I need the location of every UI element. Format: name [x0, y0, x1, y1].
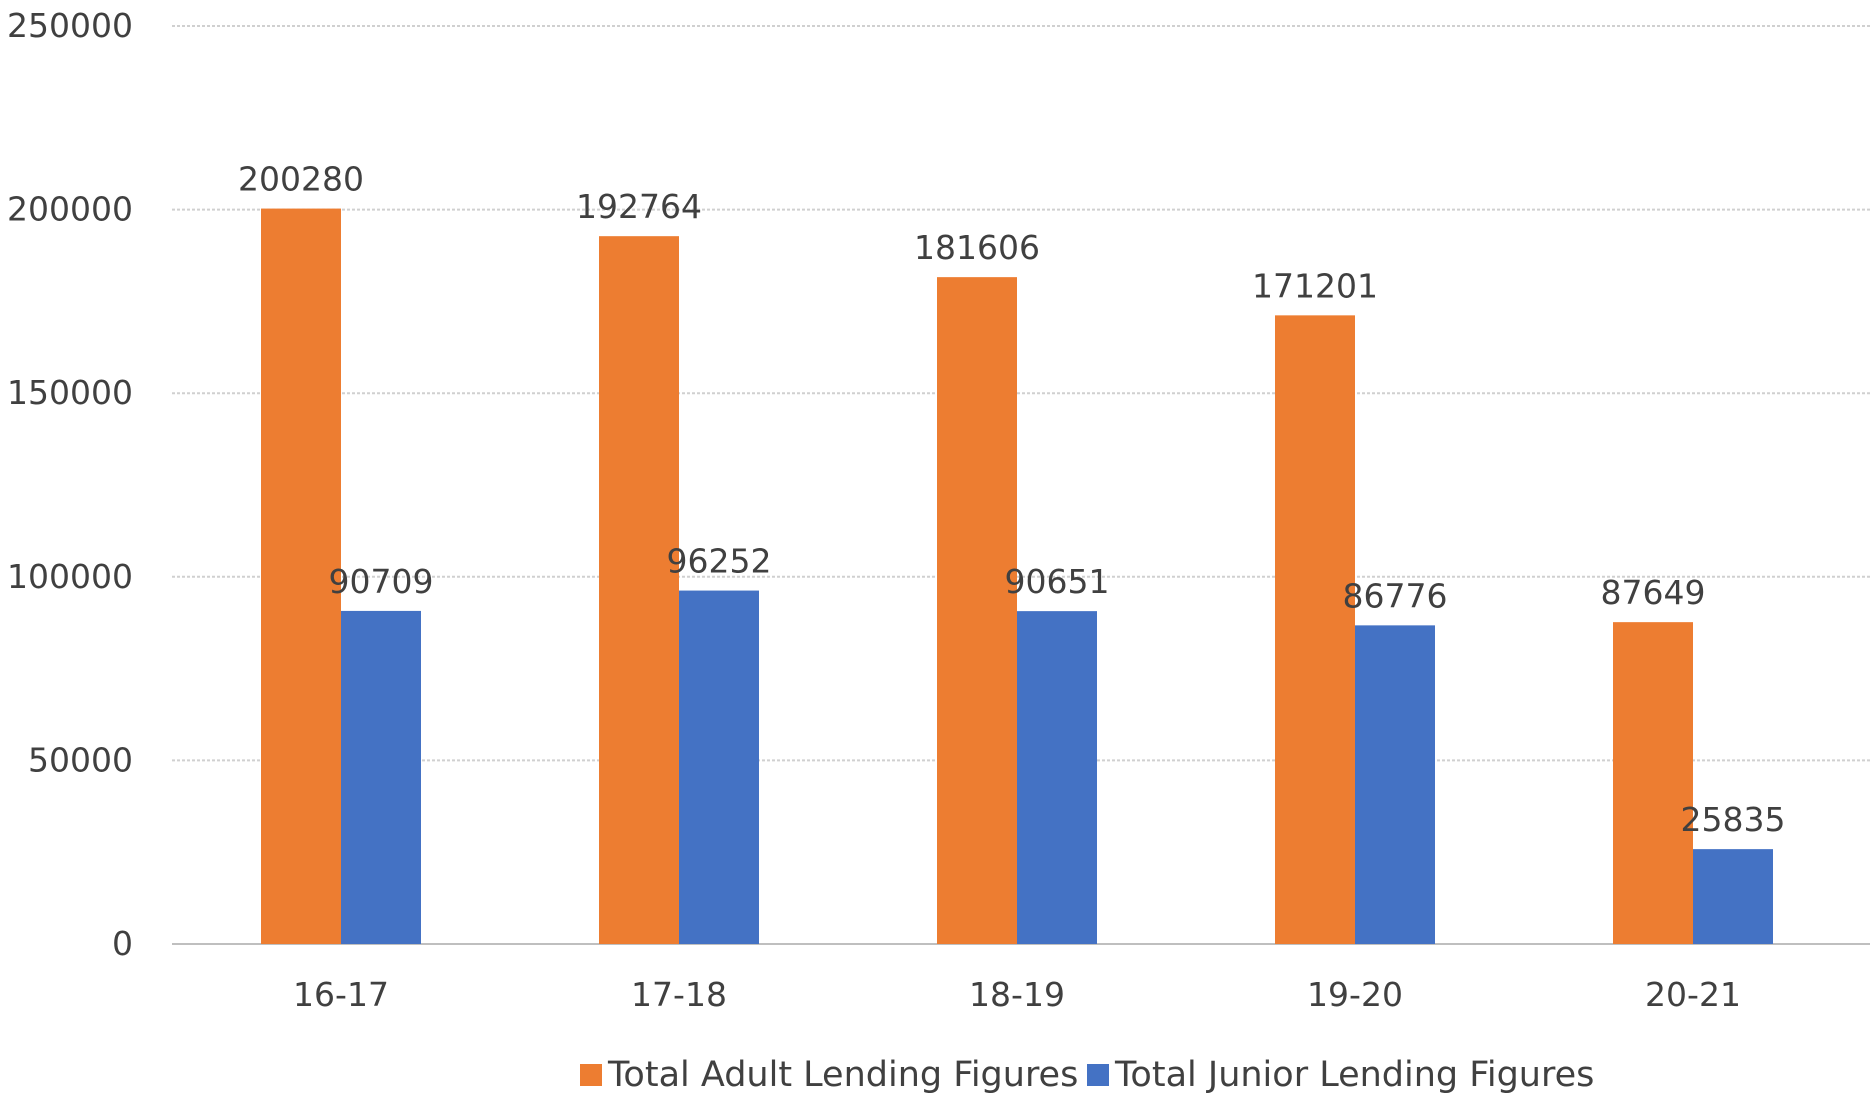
x-tick-label: 17-18 — [631, 975, 727, 1014]
data-labels: 200280 192764 181606 171201 87649 90709 96252 9… — [238, 160, 1785, 840]
bar-value-label: 86776 — [1343, 576, 1448, 615]
adult-lending-bar — [599, 236, 679, 944]
legend: Total Adult Lending Figures Total Junior … — [580, 1055, 1594, 1095]
adult-lending-bar — [937, 277, 1017, 944]
bar-value-label: 171201 — [1252, 266, 1378, 305]
bar-value-label: 200280 — [238, 160, 364, 199]
junior-lending-bar — [341, 610, 421, 944]
x-tick-label: 18-19 — [969, 975, 1065, 1014]
y-tick-label: 0 — [112, 924, 133, 963]
junior-lending-bar — [1355, 625, 1435, 944]
adult-lending-bar — [261, 208, 341, 944]
legend-label-adult: Total Adult Lending Figures — [607, 1055, 1078, 1095]
legend-label-junior: Total Junior Lending Figures — [1114, 1055, 1594, 1095]
gridlines — [172, 25, 1870, 945]
junior-lending-bar — [1017, 611, 1097, 944]
y-tick-label: 250000 — [7, 6, 133, 45]
y-tick-label: 100000 — [7, 557, 133, 596]
bar-value-label: 192764 — [576, 187, 702, 226]
legend-swatch-adult — [580, 1064, 602, 1086]
bar-value-label: 87649 — [1601, 573, 1706, 612]
junior-lending-bar — [1693, 849, 1773, 944]
y-tick-label: 200000 — [7, 190, 133, 229]
axes: 0 50000 100000 150000 200000 250000 16-17 17-18… — [7, 6, 1741, 1014]
adult-lending-bar — [1275, 315, 1355, 944]
bar-value-label: 90651 — [1005, 562, 1110, 601]
bar-value-label: 90709 — [329, 562, 434, 601]
bars — [261, 208, 1773, 944]
bar-value-label: 96252 — [667, 542, 772, 581]
legend-swatch-junior — [1087, 1064, 1109, 1086]
y-tick-label: 150000 — [7, 373, 133, 412]
bar-value-label: 181606 — [914, 228, 1040, 267]
x-tick-label: 19-20 — [1307, 975, 1403, 1014]
y-tick-label: 50000 — [28, 740, 133, 779]
junior-lending-bar — [679, 590, 759, 944]
adult-lending-bar — [1613, 622, 1693, 944]
bar-value-label: 25835 — [1681, 800, 1786, 839]
x-tick-label: 16-17 — [293, 975, 389, 1014]
x-tick-label: 20-21 — [1645, 975, 1741, 1014]
